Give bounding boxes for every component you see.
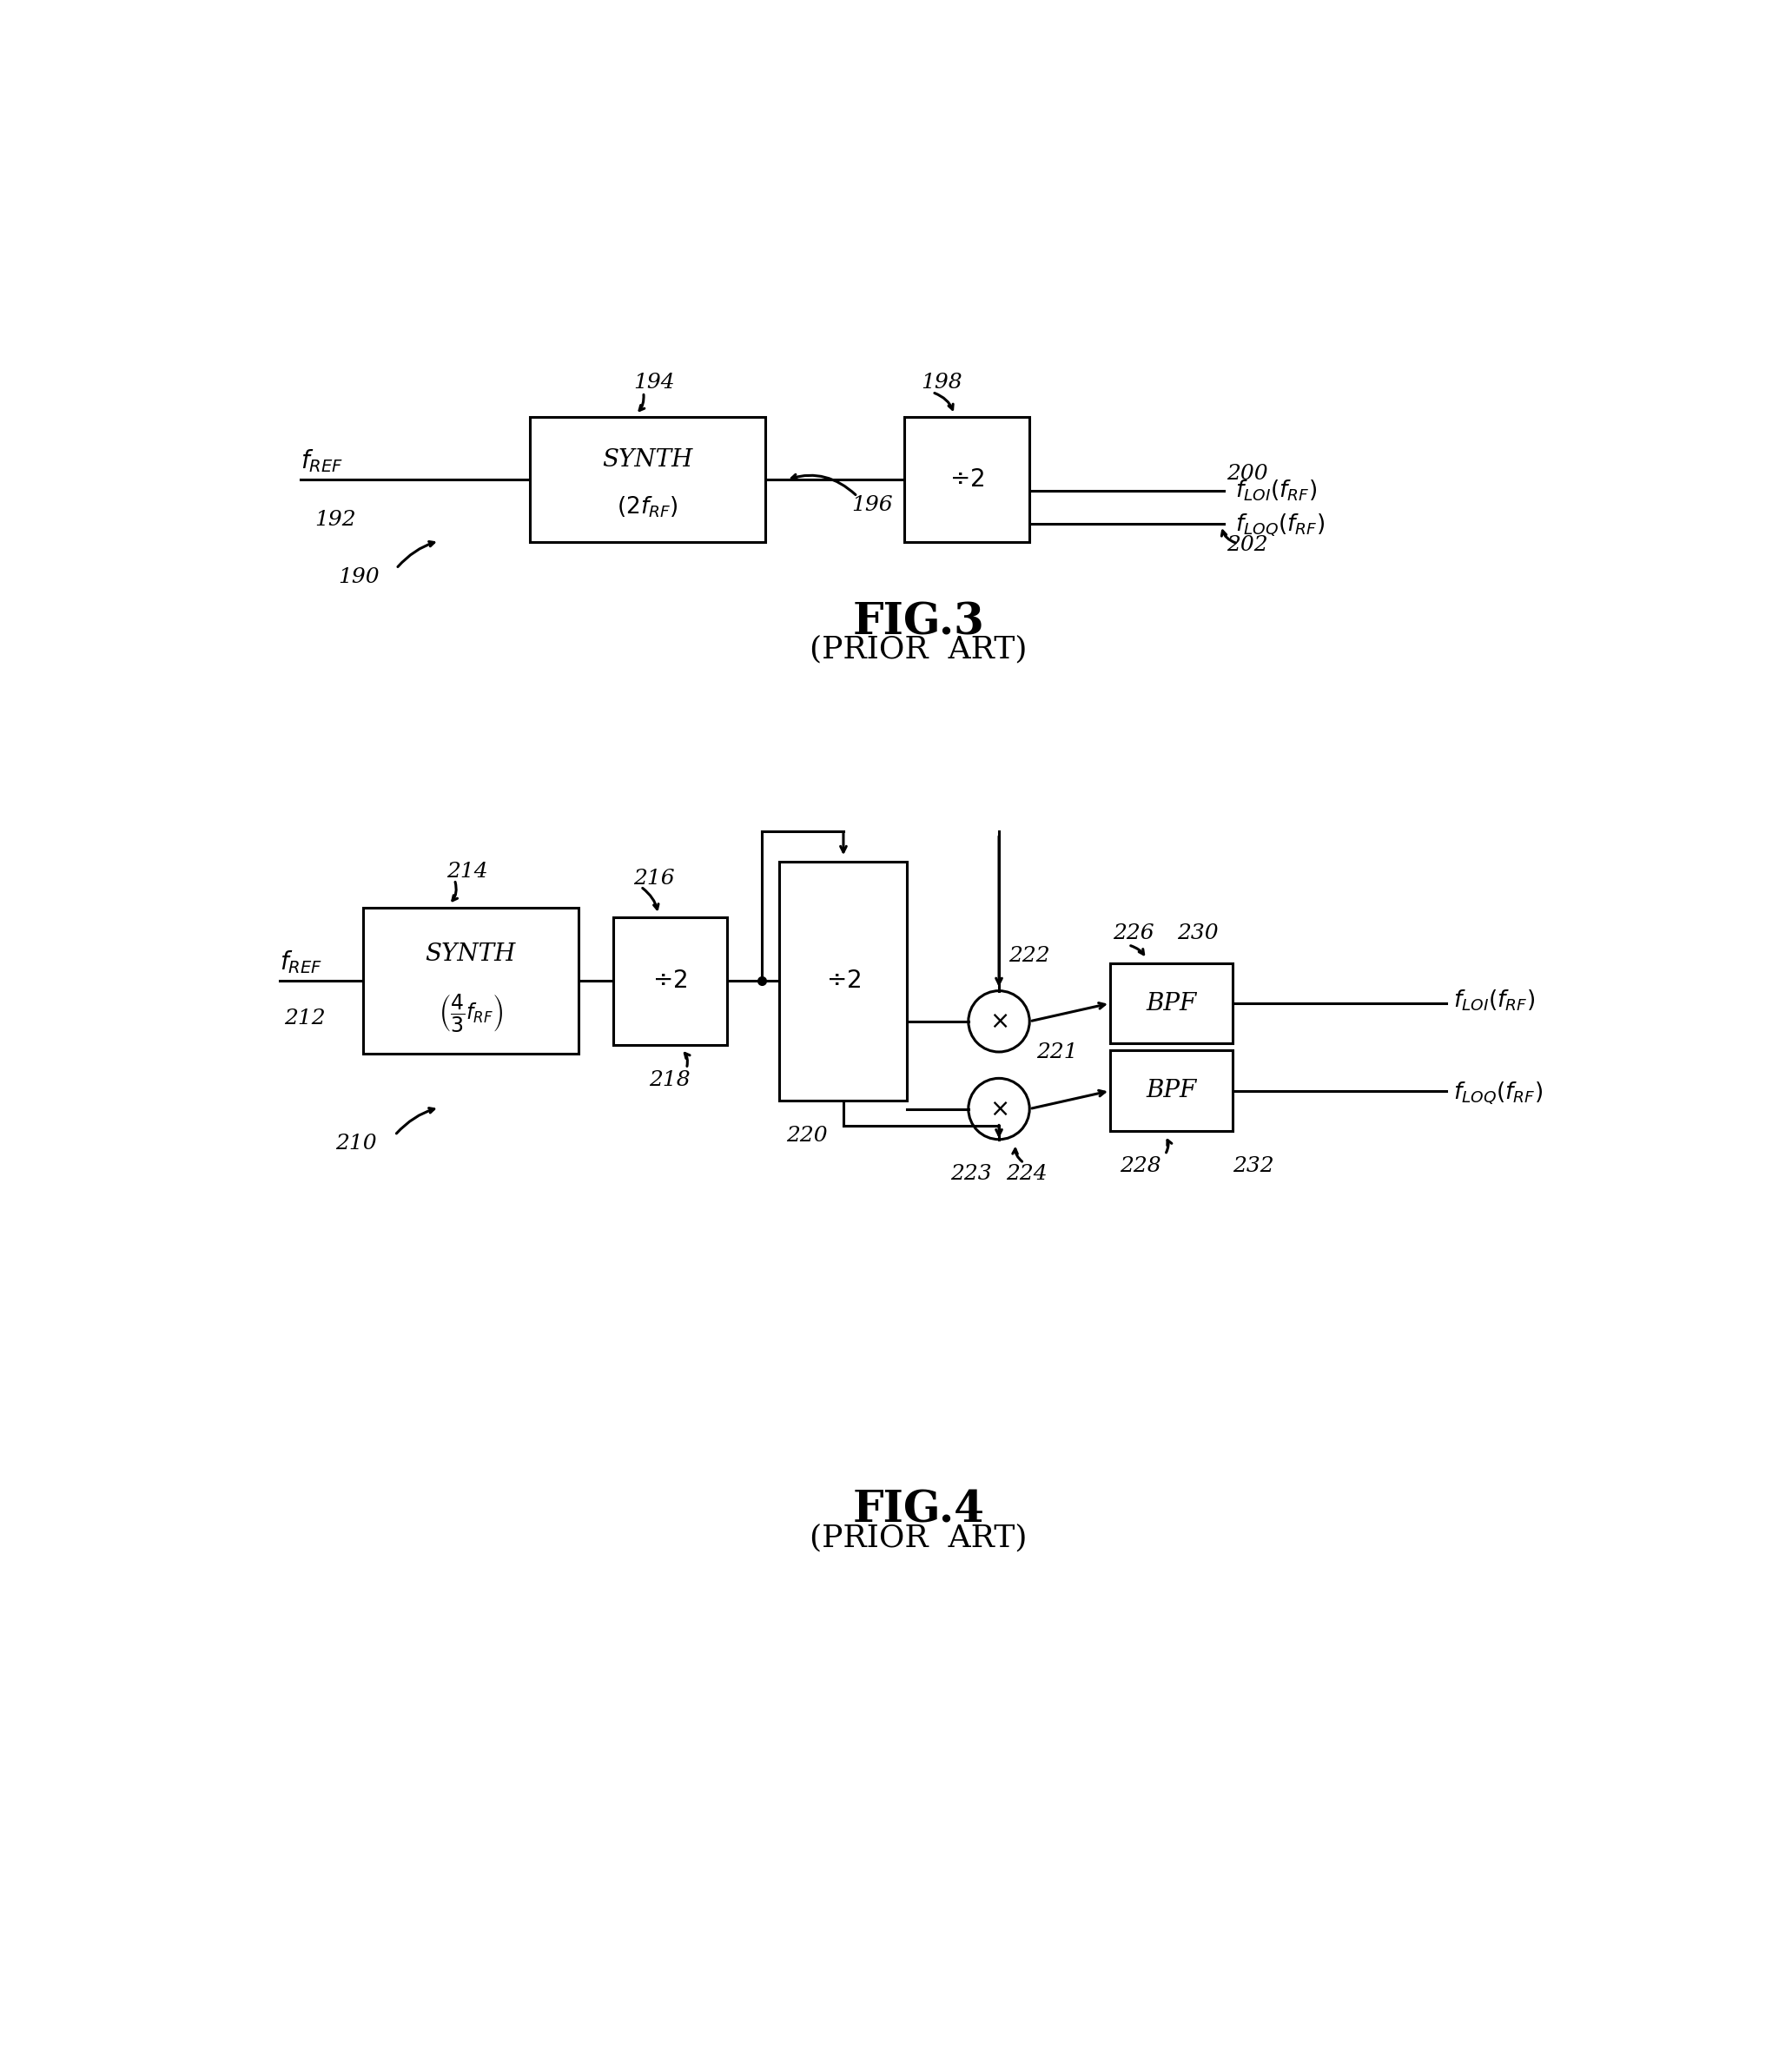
Text: (PRIOR  ART): (PRIOR ART) xyxy=(810,633,1027,664)
Text: 228: 228 xyxy=(1120,1156,1161,1177)
Text: $\times$: $\times$ xyxy=(989,1009,1009,1033)
FancyBboxPatch shape xyxy=(1109,1050,1233,1132)
Text: 212: 212 xyxy=(283,1009,324,1029)
Text: SYNTH: SYNTH xyxy=(425,943,516,966)
Text: BPF: BPF xyxy=(1145,992,1197,1015)
Text: $f_{LOQ}(f_{RF})$: $f_{LOQ}(f_{RF})$ xyxy=(1453,1080,1543,1107)
Text: $\times$: $\times$ xyxy=(989,1097,1009,1121)
Text: 221: 221 xyxy=(1036,1041,1077,1062)
Text: 220: 220 xyxy=(787,1125,828,1146)
FancyBboxPatch shape xyxy=(905,418,1029,541)
FancyBboxPatch shape xyxy=(364,908,579,1054)
Text: $f_{REF}$: $f_{REF}$ xyxy=(280,949,323,976)
Text: $\div 2$: $\div 2$ xyxy=(950,467,984,492)
Text: $f_{REF}$: $f_{REF}$ xyxy=(301,447,342,474)
Text: 223: 223 xyxy=(950,1164,993,1185)
Text: 200: 200 xyxy=(1228,463,1269,484)
Text: $f_{LOI}(f_{RF})$: $f_{LOI}(f_{RF})$ xyxy=(1235,478,1317,502)
Text: $\div 2$: $\div 2$ xyxy=(826,970,860,992)
Text: 224: 224 xyxy=(1005,1164,1047,1185)
FancyBboxPatch shape xyxy=(1109,964,1233,1043)
Text: BPF: BPF xyxy=(1145,1078,1197,1103)
Text: 222: 222 xyxy=(1009,945,1050,966)
Text: 190: 190 xyxy=(339,568,380,586)
Text: $\div 2$: $\div 2$ xyxy=(652,970,688,992)
Text: $\left(\dfrac{4}{3}f_{RF}\right)$: $\left(\dfrac{4}{3}f_{RF}\right)$ xyxy=(439,992,504,1033)
Text: $f_{LOQ}(f_{RF})$: $f_{LOQ}(f_{RF})$ xyxy=(1235,512,1324,539)
FancyBboxPatch shape xyxy=(613,916,728,1046)
Text: 218: 218 xyxy=(649,1070,690,1091)
Text: 232: 232 xyxy=(1233,1156,1274,1177)
Text: FIG.3: FIG.3 xyxy=(853,601,984,644)
FancyBboxPatch shape xyxy=(780,861,907,1101)
Text: 210: 210 xyxy=(335,1134,376,1154)
Text: 194: 194 xyxy=(634,373,676,392)
Text: $f_{LOI}(f_{RF})$: $f_{LOI}(f_{RF})$ xyxy=(1453,988,1534,1013)
Text: 230: 230 xyxy=(1177,925,1219,943)
Text: 214: 214 xyxy=(446,861,487,882)
FancyBboxPatch shape xyxy=(530,418,765,541)
Text: FIG.4: FIG.4 xyxy=(853,1488,984,1531)
Text: 216: 216 xyxy=(634,869,676,888)
Text: 192: 192 xyxy=(314,510,355,531)
Text: $(2f_{RF})$: $(2f_{RF})$ xyxy=(616,494,677,519)
Text: 202: 202 xyxy=(1228,535,1269,556)
Text: 196: 196 xyxy=(851,494,892,515)
Text: (PRIOR  ART): (PRIOR ART) xyxy=(810,1523,1027,1552)
Text: 198: 198 xyxy=(921,373,962,392)
Text: SYNTH: SYNTH xyxy=(602,449,694,472)
Text: 226: 226 xyxy=(1113,925,1154,943)
